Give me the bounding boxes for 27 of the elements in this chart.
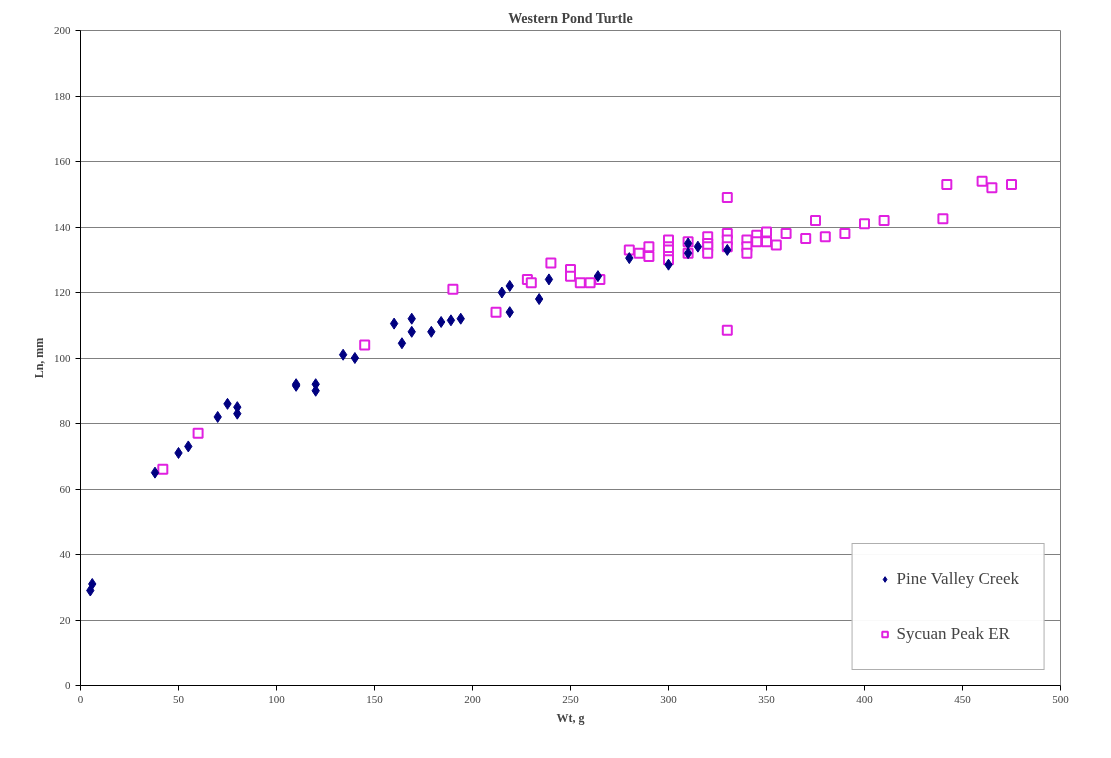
x-tick-label: 250 [562, 692, 580, 705]
x-tick-label: 0 [77, 692, 84, 705]
y-tick-label: 80 [59, 417, 71, 429]
y-tick-label: 20 [59, 613, 71, 626]
y-tick-label: 60 [59, 482, 71, 495]
y-tick-label: 140 [54, 220, 71, 233]
x-tick-label: 150 [366, 692, 384, 705]
y-tick-label: 40 [59, 548, 71, 560]
x-tick-label: 50 [173, 692, 185, 705]
x-axis-title: Wt, g [556, 710, 585, 725]
x-tick-label: 100 [268, 692, 286, 705]
x-tick-label: 200 [464, 692, 482, 705]
legend-label: Sycuan Peak ER [896, 624, 1010, 644]
chart-title: Western Pond Turtle [508, 10, 633, 26]
y-tick-label: 120 [54, 286, 71, 298]
y-axis-title: Ln, mm [32, 337, 46, 379]
legend-label: Pine Valley Creek [896, 569, 1019, 589]
y-tick-label: 100 [54, 351, 71, 364]
x-tick-label: 500 [1052, 692, 1070, 705]
y-tick-label: 0 [65, 679, 71, 691]
y-tick-label: 160 [54, 155, 71, 167]
y-tick-label: 200 [54, 24, 71, 36]
x-tick-label: 400 [856, 692, 874, 705]
x-tick-label: 450 [954, 692, 972, 705]
x-tick-label: 300 [660, 692, 678, 705]
y-tick-label: 180 [54, 89, 71, 102]
x-tick-label: 350 [758, 692, 776, 705]
